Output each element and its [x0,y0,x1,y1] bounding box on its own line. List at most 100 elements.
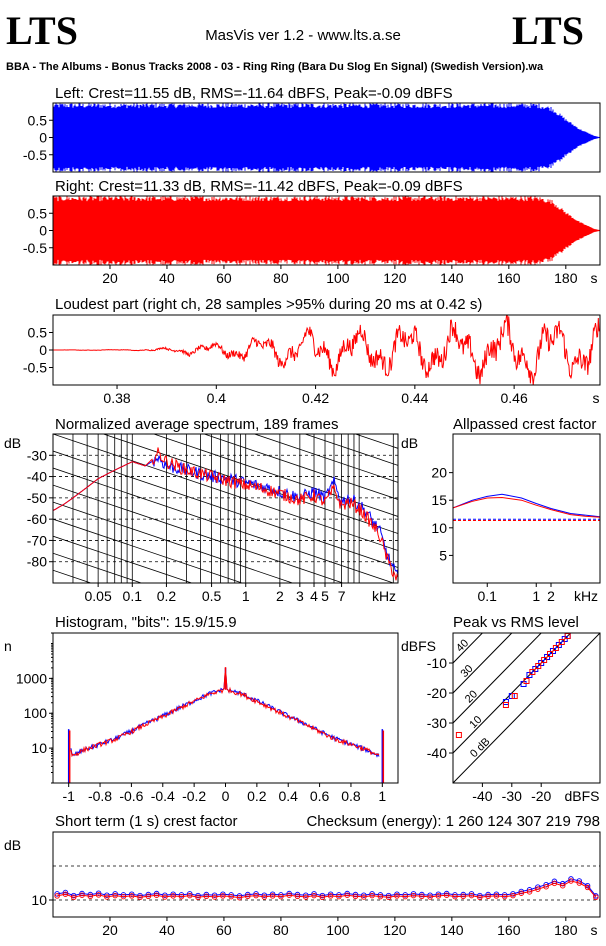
histogram-chart: Histogram, "bits": 15.9/15.9n100010010-1… [4,614,399,804]
crest-line-label: 20 [463,688,480,705]
y-tick-label: 0.5 [28,112,48,128]
x-tick-label: 0.2 [247,788,267,804]
left-crest-point [178,892,185,898]
crest-line-label: 30 [458,663,475,680]
slope-line [303,434,398,466]
right-crest-point [195,894,201,901]
x-tick-label: 0.4 [278,788,298,804]
x-tick-label: 2 [547,588,555,604]
right-crest-point [518,890,525,896]
left-crest-point [443,890,450,897]
y-tick-label: 1000 [16,670,47,686]
x-tick-label: 0.1 [478,588,498,604]
crest-lines: 0 dB 10 20 30 40 [453,633,600,783]
right-crest-point [477,894,483,901]
right-crest-point [261,894,268,900]
right-crest-point [95,892,102,898]
signal-series [53,315,600,385]
right-crest-point [104,894,110,900]
waveform-trace [53,196,600,265]
left-crest-point [303,892,309,898]
x-tick-label: 1 [378,788,386,804]
y-tick-label: 0 [39,130,47,146]
chart-title: Histogram, "bits": 15.9/15.9 [55,614,237,631]
y-tick-label: -30 [427,715,447,731]
right-point [547,651,554,657]
slope-line [53,467,395,583]
allpassed-crest-chart: Allpassed crest factor dB 20 15 10 5 0.1 1 2 kHz [401,416,601,604]
right-crest-point [79,892,85,898]
x-axis-label: dBFS [564,788,599,804]
left-crest-point [319,892,326,899]
right-crest-point [385,894,392,901]
right-crest-point [419,893,425,900]
x-tick-label: 140 [440,922,464,938]
right-crest-point [327,893,334,899]
x-tick-label: -0.8 [88,788,112,804]
left-crest-point [120,892,127,898]
left-crest-point [518,888,525,895]
right-crest-point [162,894,168,900]
y-axis-label: dB [4,435,21,451]
right-crest-point [186,892,193,899]
y-tick-label: 10 [431,520,447,536]
right-crest-point [203,893,210,900]
x-tick-label: -1 [62,788,75,804]
left-crest-point [468,891,475,897]
right-crest-point [303,894,309,900]
slope-line [53,484,345,583]
x-tick-label: 0.05 [85,588,112,604]
x-tick-label: 4 [310,588,318,604]
logo-left: LTS [6,8,78,53]
histogram-series [67,667,385,783]
slope-line [152,434,398,517]
crest-line-label: 40 [454,637,471,654]
left-crest-point [153,890,160,897]
x-tick-label: 140 [440,270,464,286]
left-crest-point [286,890,292,897]
right-crest-point [460,893,467,900]
x-tick-label: 2 [276,588,284,604]
right-crest-point [211,894,218,900]
left-crest-point [236,893,243,899]
x-tick-label: -0.4 [151,788,175,804]
x-tick-label: 0.1 [123,588,143,604]
left-crest-point [278,892,284,898]
chart-title: Right: Crest=11.33 dB, RMS=-11.42 dBFS, … [55,178,463,195]
right-crest-point [526,889,533,895]
left-crest-point [220,891,226,897]
right-crest-point [394,893,400,899]
right-crest-point [501,893,508,900]
right-crest-point [377,893,384,900]
crest-line [453,633,513,694]
waveform-trace [53,103,600,172]
chart-title: Allpassed crest factor [453,416,596,433]
x-tick-label: 0.42 [302,390,329,406]
left-crest-point [170,891,176,897]
x-tick-label: 1 [242,588,250,604]
right-crest-point [361,894,367,900]
x-tick-label: 180 [554,922,578,938]
y-tick-label: -70 [27,532,47,548]
right-crest-point [278,893,284,900]
left-crest-point [79,890,85,897]
short-term-crest-chart: Short term (1 s) crest factor Checksum (e… [4,813,601,938]
crest-line [453,633,542,724]
y-tick-label: -0.5 [23,147,47,163]
right-crest-point [551,880,558,887]
right-crest-point [286,892,292,898]
y-tick-label: -80 [27,554,47,570]
x-tick-label: 100 [326,922,350,938]
right-crest-point [427,894,433,900]
left-crest-point [186,891,193,897]
y-tick-label: 10 [31,892,47,908]
x-tick-label: 7 [338,588,346,604]
slope-line [202,434,398,500]
right-point [523,678,530,684]
right-crest-point [510,892,516,899]
slope-line [253,434,398,483]
x-tick-label: 1 [532,588,540,604]
left-crest-point [344,890,350,897]
right-crest-point [253,892,259,899]
right-crest-point [62,891,69,897]
